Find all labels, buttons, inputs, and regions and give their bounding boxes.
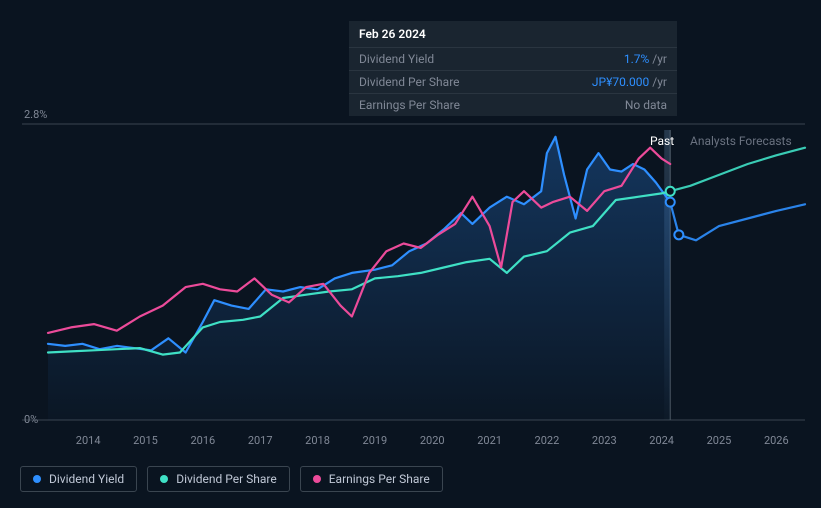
x-axis-label: 2020 xyxy=(420,434,445,447)
x-axis-label: 2018 xyxy=(305,434,330,447)
legend-item[interactable]: Dividend Per Share xyxy=(147,466,290,492)
legend-item[interactable]: Earnings Per Share xyxy=(300,466,443,492)
x-axis-label: 2015 xyxy=(133,434,158,447)
tooltip-row-label: Earnings Per Share xyxy=(359,98,460,112)
tooltip-date: Feb 26 2024 xyxy=(349,21,677,48)
tooltip-row: Earnings Per Share No data xyxy=(349,94,677,116)
chart-tooltip: Feb 26 2024 Dividend Yield1.7%/yrDividen… xyxy=(348,20,678,117)
x-axis-label: 2017 xyxy=(248,434,273,447)
period-forecast-label: Analysts Forecasts xyxy=(690,134,792,148)
x-axis-label: 2023 xyxy=(592,434,617,447)
tooltip-row-label: Dividend Yield xyxy=(359,52,434,66)
chart-legend: Dividend Yield Dividend Per Share Earnings… xyxy=(20,466,443,492)
x-axis-label: 2019 xyxy=(363,434,388,447)
legend-label: Earnings Per Share xyxy=(329,472,430,486)
tooltip-row-label: Dividend Per Share xyxy=(359,75,460,89)
tooltip-row: Dividend Yield 1.7%/yr xyxy=(349,48,677,71)
x-axis-label: 2021 xyxy=(477,434,502,447)
x-axis-label: 2022 xyxy=(535,434,560,447)
x-axis-label: 2016 xyxy=(190,434,215,447)
tooltip-row-value: JP¥70.000/yr xyxy=(592,75,667,89)
tooltip-row-value: No data xyxy=(625,98,667,112)
y-axis-label: 0% xyxy=(24,413,38,426)
tooltip-row: Dividend Per Share JP¥70.000/yr xyxy=(349,71,677,94)
tooltip-row-value: 1.7%/yr xyxy=(624,52,667,66)
legend-item[interactable]: Dividend Yield xyxy=(20,466,137,492)
x-axis-label: 2026 xyxy=(764,434,789,447)
legend-swatch xyxy=(313,475,321,483)
x-axis-label: 2024 xyxy=(649,434,674,447)
y-axis-label: 2.8% xyxy=(24,108,47,121)
legend-swatch xyxy=(33,475,41,483)
x-axis-label: 2014 xyxy=(76,434,101,447)
legend-label: Dividend Yield xyxy=(49,472,124,486)
period-past-label: Past xyxy=(650,134,674,148)
x-axis-label: 2025 xyxy=(707,434,732,447)
legend-label: Dividend Per Share xyxy=(176,472,277,486)
legend-swatch xyxy=(160,475,168,483)
